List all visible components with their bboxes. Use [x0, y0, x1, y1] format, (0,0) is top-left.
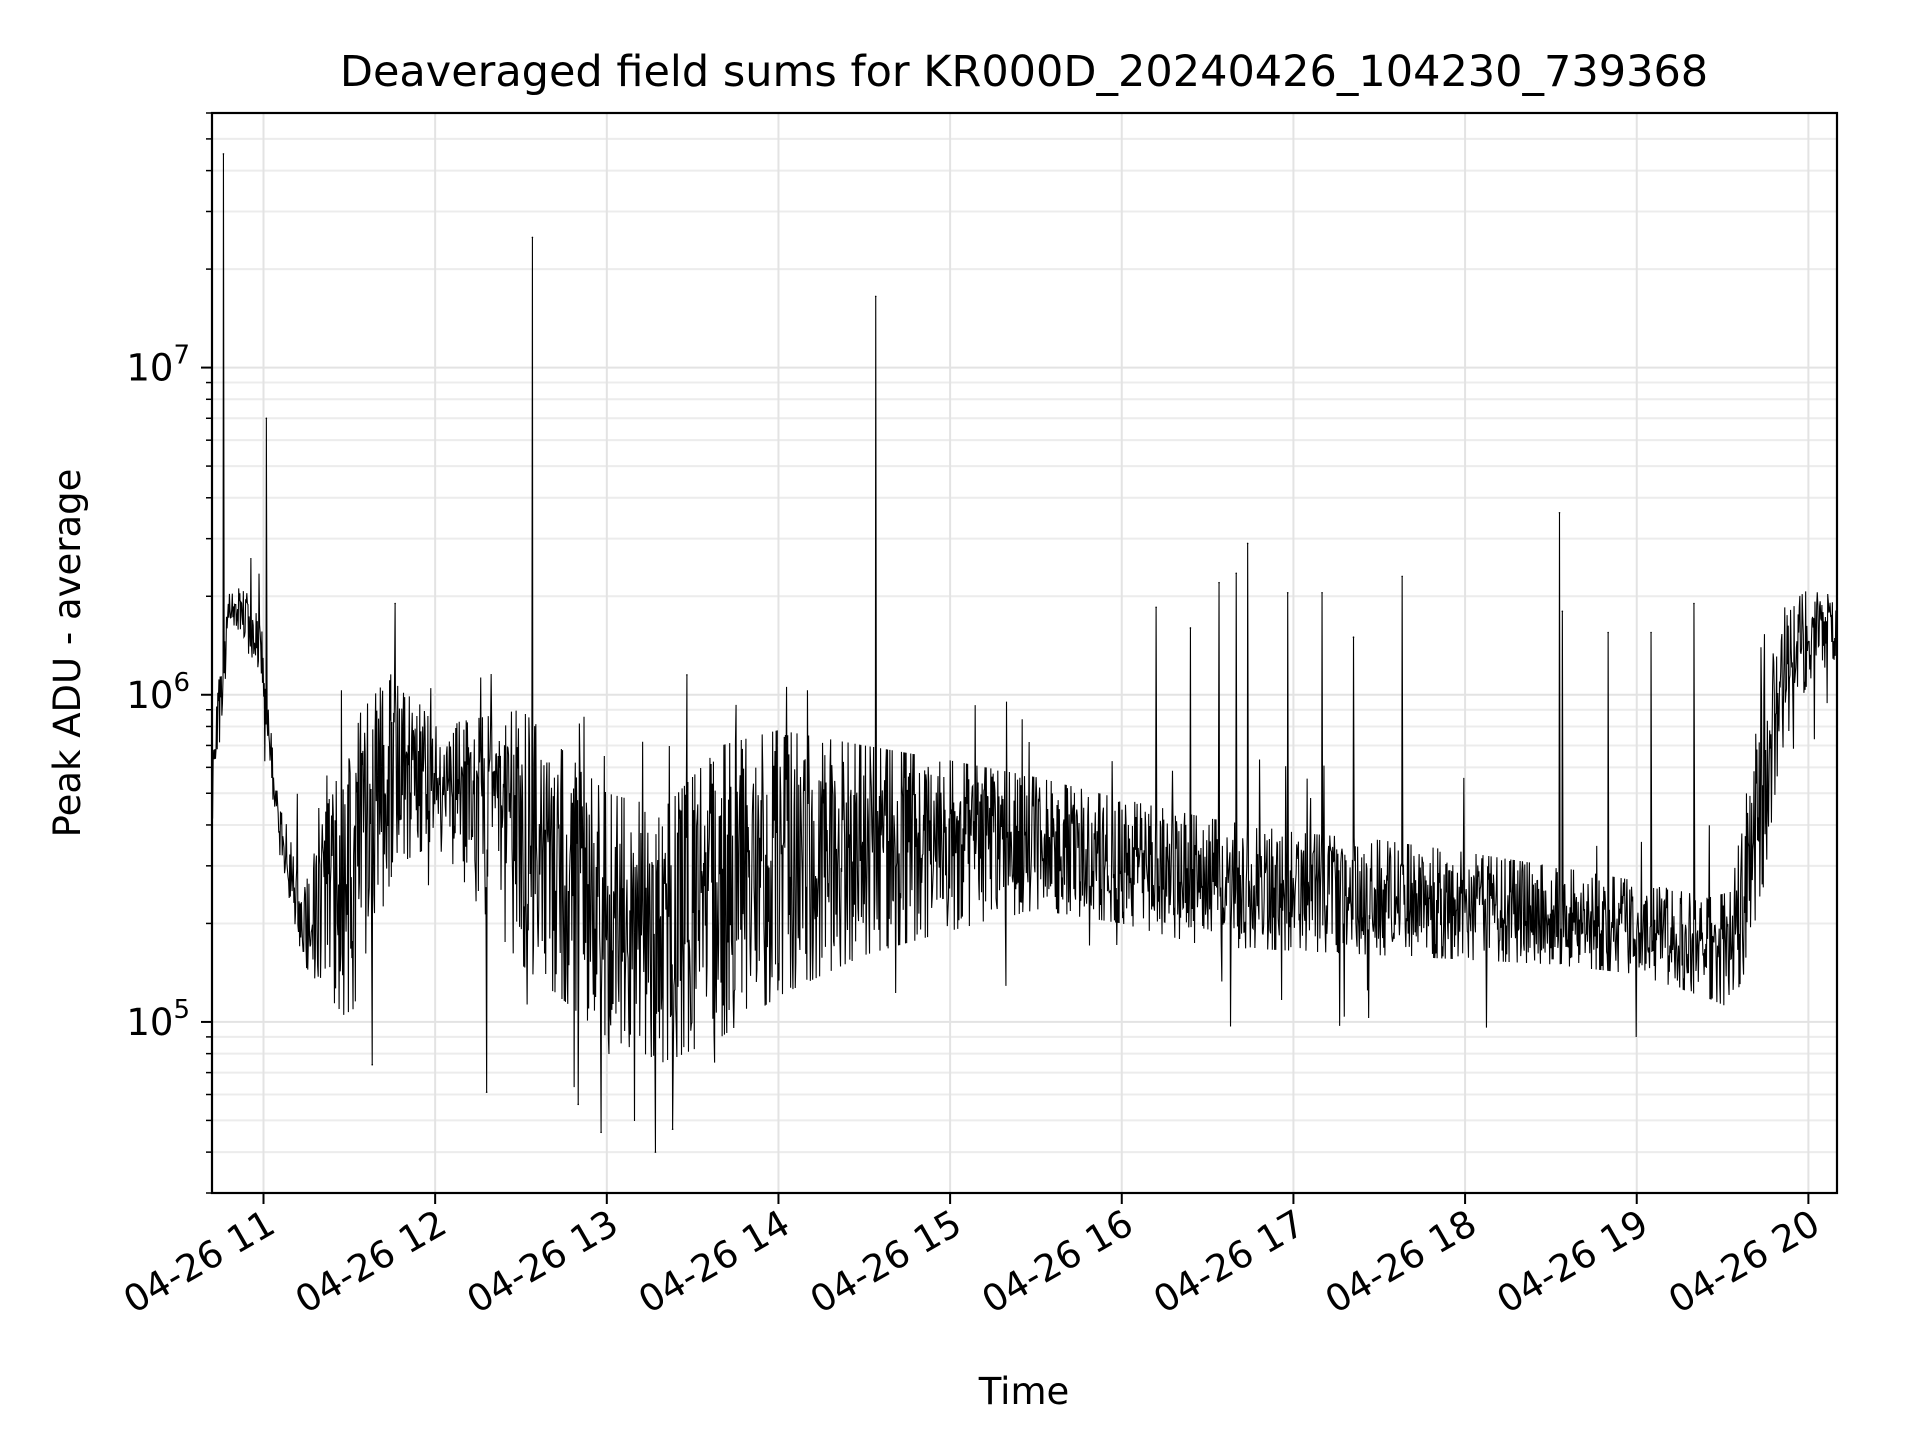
y-tick-exponent: 5	[173, 995, 190, 1025]
y-tick-label: 105	[126, 995, 190, 1044]
spike-point	[1352, 636, 1355, 638]
spike-point	[1650, 631, 1652, 634]
chart-title: Deaveraged field sums for KR000D_2024042…	[340, 47, 1708, 97]
plot-frame	[210, 111, 1839, 1195]
spike-point	[1246, 542, 1249, 545]
spike-point	[671, 1128, 674, 1131]
spike-point	[1321, 591, 1323, 594]
y-tick-label: 107	[126, 341, 190, 390]
spike-point	[1218, 581, 1220, 584]
spike-point	[1693, 602, 1695, 605]
spike-point	[485, 1091, 488, 1093]
y-tick-base: 10	[126, 347, 173, 390]
spike-point	[1607, 631, 1609, 634]
series-layer	[211, 153, 1838, 1153]
spike-point	[265, 417, 268, 420]
y-tick-base: 10	[126, 1001, 173, 1044]
y-axis-label: Peak ADU - average	[46, 469, 89, 838]
spike-point	[222, 153, 225, 155]
y-tick-label: 106	[126, 668, 190, 717]
y-tick-base: 10	[126, 674, 173, 717]
spike-point	[577, 1103, 579, 1106]
y-tick-exponent: 6	[173, 668, 190, 698]
series-line	[211, 153, 1838, 1153]
spike-point	[531, 236, 534, 239]
spike-point	[1286, 591, 1289, 594]
spike-point	[1558, 511, 1561, 514]
spike-point	[1155, 606, 1157, 609]
spike-point	[371, 1063, 374, 1066]
spike-point	[1561, 610, 1564, 613]
spike-point	[1401, 575, 1403, 578]
spike-point	[1189, 627, 1192, 629]
x-axis-label: Time	[978, 1370, 1070, 1413]
spike-point	[1235, 572, 1238, 575]
spike-point	[600, 1131, 602, 1134]
y-tick-exponent: 7	[173, 341, 190, 371]
spike-point	[874, 295, 877, 298]
spike-point	[394, 602, 396, 605]
spike-point	[654, 1151, 657, 1153]
spike-point	[686, 674, 688, 676]
